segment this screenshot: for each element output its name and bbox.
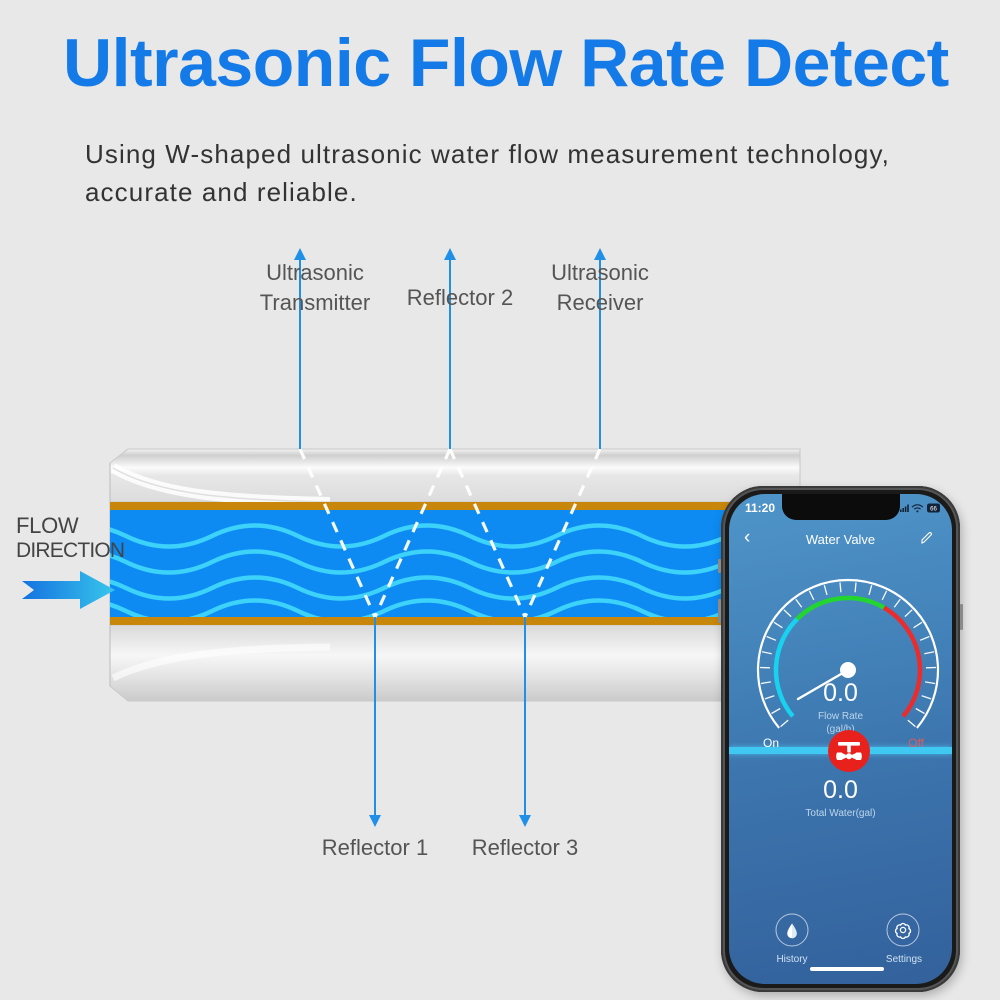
svg-text:66: 66 [930, 506, 937, 512]
